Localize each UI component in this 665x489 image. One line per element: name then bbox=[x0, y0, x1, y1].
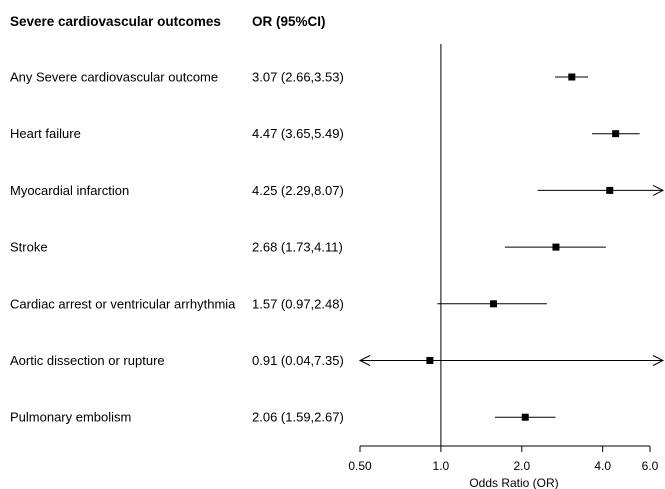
row-label: Aortic dissection or rupture bbox=[10, 353, 165, 368]
x-tick-label: 1.0 bbox=[433, 459, 450, 473]
row-label: Cardiac arrest or ventricular arrhythmia bbox=[10, 296, 236, 311]
forest-row: Myocardial infarction 4.25 (2.29,8.07) bbox=[10, 183, 665, 198]
ci-arrow-right bbox=[652, 184, 665, 196]
point-estimate-marker bbox=[568, 73, 576, 81]
row-label: Heart failure bbox=[10, 126, 81, 141]
row-or-value: 2.68 (1.73,4.11) bbox=[252, 240, 343, 255]
x-tick-label: 6.0 bbox=[642, 459, 659, 473]
point-estimate-marker bbox=[606, 186, 614, 194]
row-label: Myocardial infarction bbox=[10, 183, 129, 198]
x-axis: 0.50 1.0 2.0 4.0 6.0 bbox=[348, 445, 659, 473]
row-or-value: 3.07 (2.66,3.53) bbox=[252, 70, 344, 85]
row-or-value: 0.91 (0.04,7.35) bbox=[252, 353, 344, 368]
or-column-header: OR (95%CI) bbox=[252, 14, 326, 29]
point-estimate-marker bbox=[612, 130, 620, 138]
row-or-value: 4.47 (3.65,5.49) bbox=[252, 126, 344, 141]
forest-row: Pulmonary embolism 2.06 (1.59,2.67) bbox=[10, 410, 556, 425]
forest-row: Cardiac arrest or ventricular arrhythmia… bbox=[10, 296, 547, 311]
forest-row: Heart failure 4.47 (3.65,5.49) bbox=[10, 126, 640, 141]
row-label: Any Severe cardiovascular outcome bbox=[10, 70, 218, 85]
forest-row: Stroke 2.68 (1.73,4.11) bbox=[10, 240, 606, 255]
x-tick-label: 2.0 bbox=[513, 459, 530, 473]
row-or-value: 4.25 (2.29,8.07) bbox=[252, 183, 344, 198]
row-label: Stroke bbox=[10, 240, 48, 255]
x-axis-label: Odds Ratio (OR) bbox=[469, 476, 558, 489]
row-label: Pulmonary embolism bbox=[10, 410, 131, 425]
forest-row: Any Severe cardiovascular outcome 3.07 (2… bbox=[10, 70, 589, 85]
forest-row: Aortic dissection or rupture 0.91 (0.04,7… bbox=[10, 353, 665, 368]
ci-arrow-left bbox=[358, 355, 371, 366]
point-estimate-marker bbox=[490, 300, 498, 308]
point-estimate-marker bbox=[552, 243, 560, 251]
point-estimate-marker bbox=[426, 357, 434, 364]
row-or-value: 2.06 (1.59,2.67) bbox=[252, 410, 344, 425]
ci-arrow-right bbox=[652, 355, 665, 366]
forest-rows: Any Severe cardiovascular outcome 3.07 (2… bbox=[10, 44, 665, 446]
x-tick-label: 4.0 bbox=[594, 459, 611, 473]
x-tick-label: 0.50 bbox=[348, 459, 372, 473]
outcome-column-header: Severe cardiovascular outcomes bbox=[10, 14, 221, 29]
row-or-value: 1.57 (0.97,2.48) bbox=[252, 296, 344, 311]
point-estimate-marker bbox=[521, 413, 529, 421]
